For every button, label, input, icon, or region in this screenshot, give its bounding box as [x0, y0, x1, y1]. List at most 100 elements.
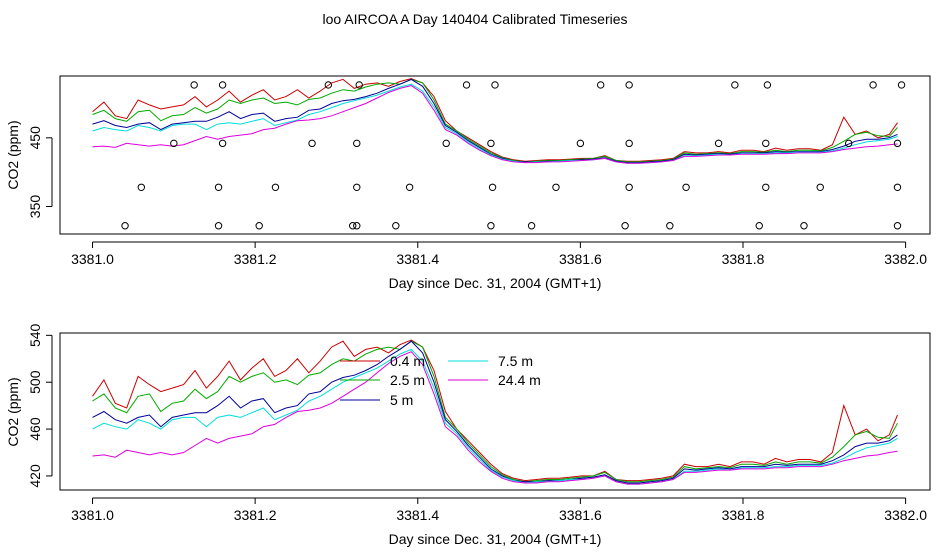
- flag-point: [355, 81, 363, 89]
- flag-point: [349, 222, 357, 230]
- series-line-3: [92, 78, 898, 164]
- flag-point: [893, 139, 902, 148]
- legend-label: 0.4 m: [390, 353, 425, 369]
- flag-point: [666, 222, 674, 230]
- flag-point: [271, 183, 280, 191]
- x-axis-top: 3381.0 3381.2 3381.4 3381.6 3381.8 3382.0: [71, 241, 927, 267]
- flag-point: [487, 139, 495, 148]
- flag-point: [214, 183, 223, 191]
- flag-point: [442, 139, 450, 148]
- flag-point: [893, 183, 902, 191]
- y-tick-label: 540: [27, 323, 43, 347]
- y-axis-label-bottom: CO2 (ppm): [5, 377, 21, 446]
- series-line-4: [92, 348, 898, 485]
- flag-point: [869, 81, 877, 89]
- flag-point: [218, 81, 227, 89]
- y-axis-bottom: 420 460 500 540: [27, 323, 53, 488]
- series-line-1: [92, 339, 898, 482]
- flag-point: [844, 139, 853, 148]
- series-line-5: [92, 351, 898, 485]
- flag-point: [800, 222, 808, 230]
- plot-frame-top: [59, 75, 931, 235]
- panel-bottom: 3381.0 3381.2 3381.4 3381.6 3381.8 3382.0 420…: [5, 323, 931, 547]
- flag-point: [755, 222, 763, 230]
- flag-point: [353, 139, 361, 148]
- flag-point: [625, 81, 633, 89]
- flag-point: [731, 81, 739, 89]
- x-tick-label: 3381.8: [722, 507, 765, 523]
- y-tick-label: 350: [27, 195, 43, 219]
- y-axis-label-top: CO2 (ppm): [5, 120, 21, 189]
- flag-point: [763, 81, 772, 89]
- plot-frame-bottom: [59, 332, 931, 491]
- x-tick-label: 3381.8: [722, 251, 765, 267]
- legend-label: 5 m: [390, 392, 413, 408]
- y-axis-top: 350 450: [27, 126, 53, 219]
- x-axis-label-bottom: Day since Dec. 31, 2004 (GMT+1): [389, 531, 602, 547]
- series-line-3: [92, 340, 898, 484]
- flag-point: [190, 81, 198, 89]
- x-tick-label: 3382.0: [884, 251, 927, 267]
- flag-point: [897, 81, 906, 89]
- series-line-5: [92, 85, 898, 164]
- x-axis-label-top: Day since Dec. 31, 2004 (GMT+1): [389, 275, 602, 291]
- flag-point: [218, 139, 227, 148]
- flag-points-top: [121, 81, 906, 230]
- flag-point: [353, 222, 361, 230]
- x-tick-label: 3381.2: [234, 251, 277, 267]
- flag-point: [625, 139, 633, 148]
- flag-point: [170, 139, 178, 148]
- x-tick-label: 3382.0: [884, 507, 927, 523]
- flag-point: [621, 222, 629, 230]
- x-tick-label: 3381.0: [71, 251, 114, 267]
- x-tick-label: 3381.6: [559, 507, 602, 523]
- x-tick-label: 3381.0: [71, 507, 114, 523]
- flag-point: [597, 81, 605, 89]
- series-line-2: [92, 78, 898, 163]
- flag-point: [816, 183, 824, 191]
- flag-point: [255, 222, 263, 230]
- series-layer-bottom: [92, 339, 898, 485]
- x-tick-label: 3381.4: [396, 507, 439, 523]
- flag-point: [121, 222, 129, 230]
- flag-point: [762, 183, 770, 191]
- legend-label: 24.4 m: [498, 372, 541, 388]
- series-layer-top: [92, 78, 898, 164]
- flag-point: [137, 183, 146, 191]
- panel-top: 3381.0 3381.2 3381.4 3381.6 3381.8 3382.0 350…: [5, 75, 931, 291]
- flag-point: [893, 222, 902, 230]
- flag-point: [682, 183, 690, 191]
- x-axis-bottom: 3381.0 3381.2 3381.4 3381.6 3381.8 3382.0: [71, 497, 927, 523]
- figure-title: loo AIRCOA A Day 140404 Calibrated Times…: [322, 11, 627, 27]
- x-tick-label: 3381.4: [396, 251, 439, 267]
- flag-point: [714, 139, 723, 148]
- legend-label: 2.5 m: [390, 372, 425, 388]
- flag-point: [491, 81, 499, 89]
- flag-point: [392, 222, 400, 230]
- flag-point: [762, 139, 770, 148]
- series-line-2: [92, 340, 898, 483]
- y-tick-label: 500: [27, 370, 43, 394]
- x-tick-label: 3381.6: [559, 251, 602, 267]
- flag-point: [552, 183, 560, 191]
- series-line-4: [92, 83, 898, 164]
- flag-point: [625, 183, 633, 191]
- y-tick-label: 460: [27, 417, 43, 441]
- x-tick-label: 3381.2: [234, 507, 277, 523]
- flag-point: [324, 81, 333, 89]
- flag-point: [488, 183, 497, 191]
- y-tick-label: 420: [27, 464, 43, 488]
- flag-point: [405, 183, 414, 191]
- flag-point: [527, 222, 536, 230]
- flag-point: [462, 81, 471, 89]
- flag-point: [308, 139, 316, 148]
- flag-point: [487, 222, 495, 230]
- flag-point: [353, 183, 361, 191]
- y-tick-label: 450: [27, 126, 43, 150]
- series-line-1: [92, 78, 898, 162]
- flag-point: [576, 139, 585, 148]
- legend: 0.4 m 2.5 m 5 m 7.5 m 24.4 m: [340, 353, 541, 408]
- legend-label: 7.5 m: [498, 353, 533, 369]
